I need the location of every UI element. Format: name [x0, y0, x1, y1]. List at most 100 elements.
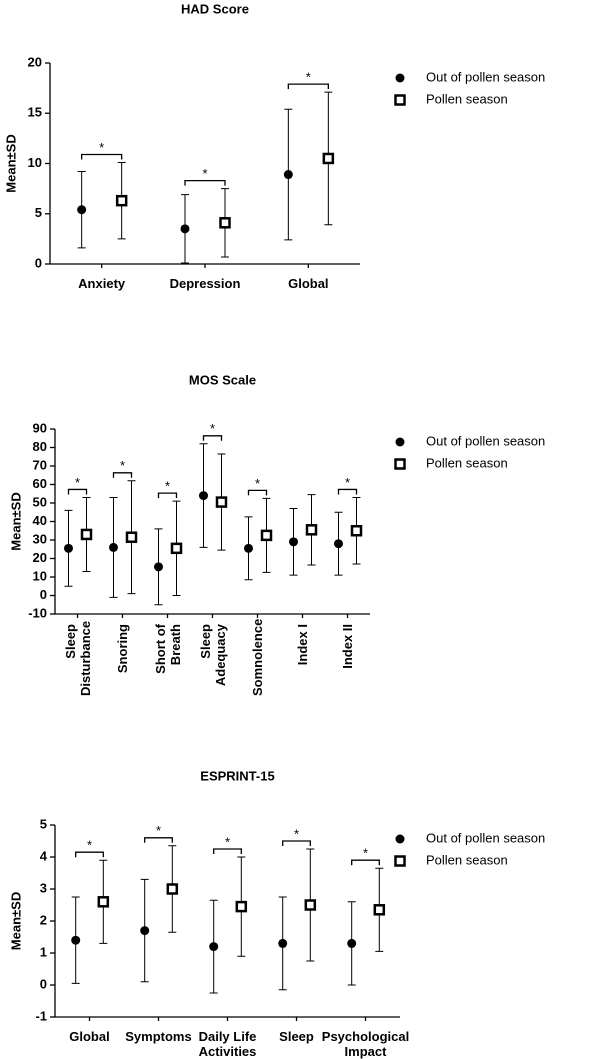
x-tick-label: Snoring [115, 624, 130, 674]
x-tick-label: Short of Breath [152, 624, 183, 674]
marker [350, 525, 363, 537]
marker [334, 539, 343, 549]
legend-marker [395, 834, 405, 844]
y-tick-label: 5 [40, 816, 47, 831]
significance-bracket [282, 840, 311, 846]
y-tick-label: 5 [35, 205, 42, 220]
significance-bracket [337, 488, 358, 495]
y-tick-label: 15 [28, 105, 42, 120]
x-tick-label: Sleep [279, 1029, 314, 1044]
marker [283, 170, 293, 180]
marker [115, 194, 128, 207]
y-axis-label: Mean±SD [3, 134, 18, 192]
significance-label: * [75, 475, 80, 490]
y-axis-label: Mean±SD [8, 492, 23, 550]
significance-bracket [67, 488, 88, 495]
marker [109, 542, 118, 552]
marker [80, 528, 93, 541]
significance-bracket [202, 435, 223, 441]
marker [199, 491, 208, 501]
significance-bracket [144, 837, 173, 843]
y-tick-label: 0 [40, 976, 47, 991]
legend-marker [395, 73, 405, 83]
x-tick-label: Index I [295, 624, 310, 666]
legend-label: Out of pollen season [426, 830, 545, 845]
significance-label: * [345, 475, 350, 490]
y-tick-label: 40 [33, 513, 47, 528]
marker [278, 938, 288, 948]
significance-label: * [165, 479, 170, 494]
significance-bracket [247, 489, 268, 496]
legend-marker [394, 855, 406, 867]
y-tick-label: 10 [28, 155, 42, 170]
marker [305, 524, 318, 536]
marker [373, 904, 386, 916]
marker [77, 205, 87, 215]
y-tick-label: 0 [35, 255, 42, 270]
significance-bracket [287, 83, 329, 90]
significance-bracket [157, 492, 178, 499]
y-tick-label: 4 [40, 848, 48, 863]
y-tick-label: 2 [40, 912, 47, 927]
y-tick-label: -1 [35, 1008, 47, 1023]
y-tick-label: 70 [33, 457, 47, 472]
legend-label: Pollen season [426, 455, 508, 470]
x-tick-label: Sleep Adequacy [197, 624, 228, 687]
marker [235, 900, 248, 913]
x-tick-label: Global [288, 276, 329, 291]
y-axis-label: Mean±SD [8, 892, 23, 950]
x-tick-label: Anxiety [78, 276, 126, 291]
x-tick-label: Global [69, 1029, 110, 1044]
marker [322, 152, 335, 165]
y-tick-label: 1 [40, 944, 47, 959]
significance-label: * [255, 476, 260, 491]
marker [97, 896, 110, 908]
significance-bracket [75, 851, 104, 858]
legend-marker [394, 94, 406, 106]
marker [215, 496, 228, 508]
significance-label: * [363, 846, 368, 861]
chart-title: HAD Score [181, 1, 249, 16]
significance-label: * [202, 166, 207, 181]
chart-title: ESPRINT-15 [200, 768, 274, 783]
y-tick-label: 3 [40, 880, 47, 895]
x-tick-label: Somnolence [250, 618, 265, 696]
y-tick-label: 90 [33, 420, 47, 435]
y-tick-label: 0 [40, 587, 47, 602]
x-tick-label: Psychological Impact [321, 1029, 410, 1059]
legend-label: Pollen season [426, 852, 508, 867]
y-tick-label: -10 [28, 605, 47, 620]
significance-bracket [81, 153, 123, 160]
marker [209, 942, 219, 952]
significance-label: * [120, 458, 125, 473]
marker [260, 529, 273, 542]
marker [304, 899, 317, 911]
x-tick-label: Depression [169, 276, 241, 291]
significance-label: * [87, 838, 92, 853]
significance-bracket [184, 179, 226, 186]
y-tick-label: 80 [33, 439, 47, 454]
x-tick-label: Sleep Disturbance [62, 620, 93, 696]
marker [289, 537, 298, 547]
y-tick-label: 50 [33, 494, 47, 509]
y-tick-label: 20 [28, 54, 42, 69]
legend-marker [395, 437, 405, 447]
marker [219, 217, 231, 229]
marker [154, 562, 163, 572]
marker [64, 543, 73, 553]
legend-label: Out of pollen season [426, 433, 545, 448]
y-tick-label: 60 [33, 476, 47, 491]
x-tick-label: Daily Life Activities [198, 1029, 257, 1059]
marker [125, 531, 138, 543]
significance-label: * [156, 823, 161, 838]
significance-label: * [306, 70, 311, 85]
significance-label: * [210, 421, 215, 436]
y-tick-label: 20 [33, 550, 47, 565]
legend-label: Out of pollen season [426, 69, 545, 84]
significance-bracket [351, 859, 380, 866]
significance-bracket [112, 472, 133, 478]
significance-label: * [225, 834, 230, 849]
marker [170, 542, 183, 555]
